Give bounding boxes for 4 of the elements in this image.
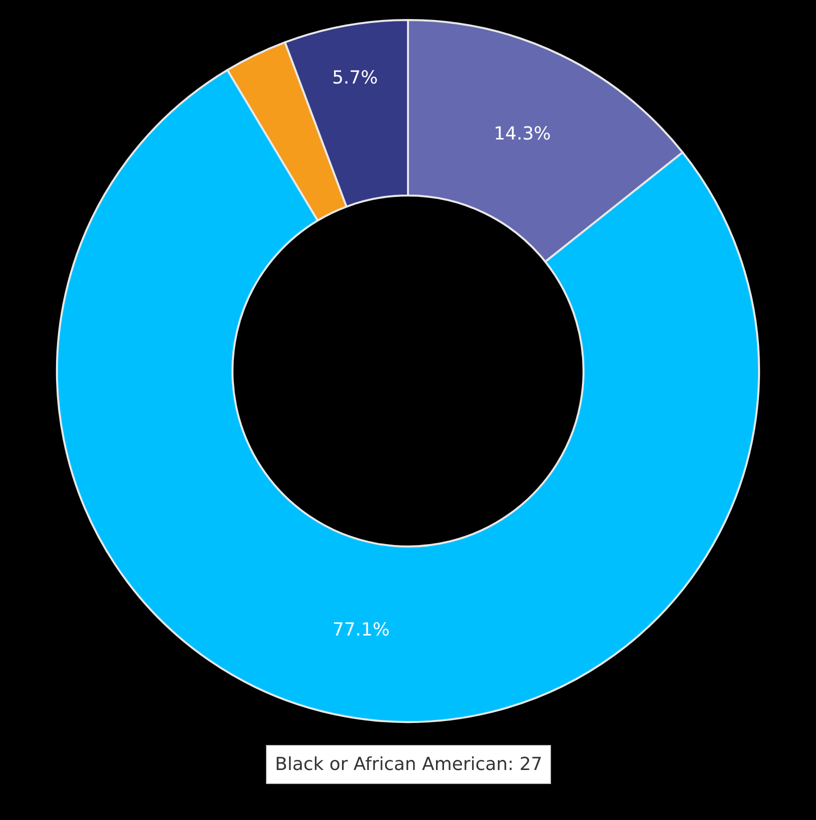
text: Black or African American: 27: [275, 754, 542, 775]
data-label: 14.3%: [494, 123, 551, 144]
data-label: 77.1%: [332, 620, 390, 641]
data-label: 5.7%: [332, 67, 378, 88]
